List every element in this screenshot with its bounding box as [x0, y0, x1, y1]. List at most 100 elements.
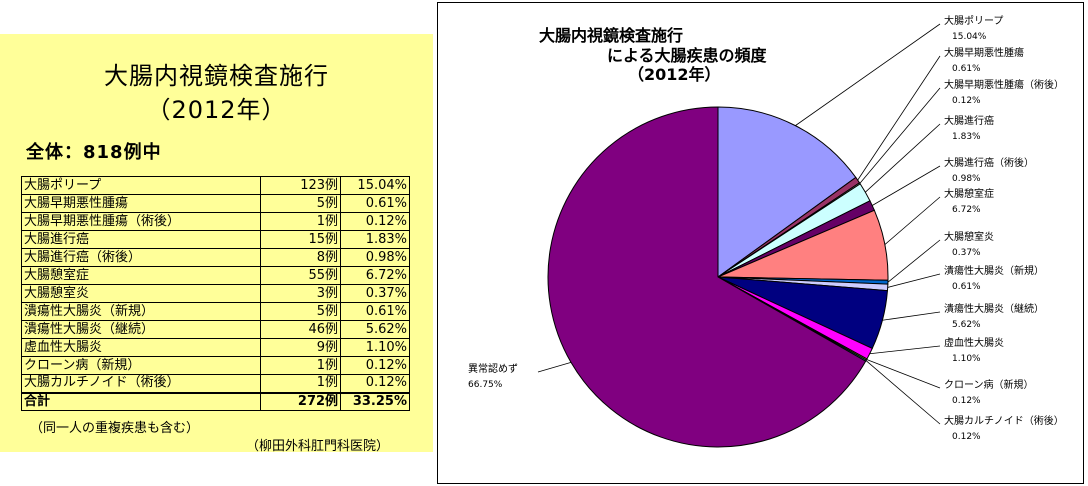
slice-percent: 0.98%	[952, 174, 981, 184]
leader-line	[857, 55, 941, 181]
slice-label: 潰瘍性大腸炎（継続）	[944, 302, 1044, 315]
leader-line	[865, 123, 941, 193]
summary-panel: 大腸内視鏡検査施行 （2012年） 全体：818例中 大腸ポリープ 123例 15.…	[0, 34, 433, 454]
slice-label: 大腸進行癌	[944, 114, 994, 127]
slice-percent: 1.83%	[952, 132, 981, 142]
disease-name: 合計	[20, 391, 261, 411]
table-row: 大腸進行癌（術後） 8例 0.98%	[20, 248, 410, 267]
case-count: 1例	[260, 212, 341, 231]
leader-line	[884, 196, 941, 245]
case-count: 5例	[260, 194, 341, 213]
case-percent: 15.04%	[340, 176, 410, 195]
total-cases: 全体：818例中	[26, 142, 162, 163]
disease-name: 大腸ポリープ	[20, 176, 261, 195]
chart-title-line2: による大腸疾患の頻度	[607, 46, 767, 65]
pie-slice	[547, 106, 867, 448]
slice-label: 大腸憩室症	[944, 187, 994, 200]
slice-percent: 0.12%	[952, 396, 981, 406]
source-clinic: （柳田外科肛門科医院）	[246, 439, 390, 454]
slice-percent: 0.61%	[952, 282, 981, 292]
case-count: 123例	[260, 176, 341, 195]
table-row: 大腸カルチノイド（術後） 1例 0.12%	[20, 374, 410, 393]
table-row: 大腸ポリープ 123例 15.04%	[20, 176, 410, 195]
case-count: 55例	[260, 266, 341, 285]
disease-name: 潰瘍性大腸炎（継続）	[20, 320, 261, 339]
table-row: 虚血性大腸炎 9例 1.10%	[20, 338, 410, 357]
disease-table: 大腸ポリープ 123例 15.04% 大腸早期悪性腫瘍 5例 0.61% 大腸早期悪性腫瘍（…	[20, 176, 410, 411]
slice-percent: 1.10%	[952, 354, 981, 364]
table-row: クローン病（新規） 1例 0.12%	[20, 356, 410, 375]
slice-label: 大腸早期悪性腫瘍（術後）	[944, 78, 1064, 91]
table-row: 潰瘍性大腸炎（新規） 5例 0.61%	[20, 302, 410, 321]
leader-line	[869, 345, 941, 355]
leader-line	[859, 87, 941, 184]
case-percent: 0.12%	[340, 374, 410, 393]
case-percent: 0.37%	[340, 284, 410, 303]
case-percent: 5.62%	[340, 320, 410, 339]
slice-label: 潰瘍性大腸炎（新規）	[944, 264, 1044, 277]
slice-percent: 0.12%	[952, 432, 981, 442]
slice-percent: 5.62%	[952, 320, 981, 330]
disease-name: 大腸憩室症	[20, 266, 261, 285]
table-row: 大腸進行癌 15例 1.83%	[20, 230, 410, 249]
chart-title-line1: 大腸内視鏡検査施行	[539, 26, 684, 45]
case-percent: 1.83%	[340, 230, 410, 249]
case-percent: 0.61%	[340, 302, 410, 321]
summary-title: 大腸内視鏡検査施行	[104, 62, 329, 90]
leader-line	[887, 239, 941, 283]
slice-label: 異常認めず	[468, 362, 518, 375]
table-row: 大腸早期悪性腫瘍 5例 0.61%	[20, 194, 410, 213]
slice-percent: 6.72%	[952, 205, 981, 215]
disease-name: 大腸進行癌（術後）	[20, 248, 261, 267]
case-count: 8例	[260, 248, 341, 267]
slice-label: 虚血性大腸炎	[944, 336, 1004, 349]
table-total-row: 合計 272例 33.25%	[20, 391, 410, 411]
slice-percent: 0.12%	[952, 96, 981, 106]
leader-line	[872, 165, 941, 206]
case-count: 1例	[260, 356, 341, 375]
slice-percent: 15.04%	[952, 32, 987, 42]
disease-name: 大腸憩室炎	[20, 284, 261, 303]
disease-name: 大腸カルチノイド（術後）	[20, 374, 261, 393]
chart-title-line3: （2012年）	[628, 65, 721, 84]
case-percent: 0.98%	[340, 248, 410, 267]
table-row: 潰瘍性大腸炎（継続） 46例 5.62%	[20, 320, 410, 339]
slice-percent: 66.75%	[468, 380, 503, 390]
leader-line	[537, 362, 572, 373]
table-row: 大腸憩室炎 3例 0.37%	[20, 284, 410, 303]
slice-percent: 0.37%	[952, 248, 981, 258]
case-count: 272例	[260, 391, 341, 411]
disease-name: 大腸早期悪性腫瘍（術後）	[20, 212, 261, 231]
slice-percent: 0.61%	[952, 64, 981, 74]
disease-name: 大腸早期悪性腫瘍	[20, 194, 261, 213]
case-percent: 1.10%	[340, 338, 410, 357]
case-count: 46例	[260, 320, 341, 339]
case-percent: 0.12%	[340, 356, 410, 375]
case-count: 1例	[260, 374, 341, 393]
disease-name: 大腸進行癌	[20, 230, 261, 249]
case-percent: 33.25%	[340, 391, 410, 411]
case-percent: 0.61%	[340, 194, 410, 213]
slice-label: 大腸進行癌（術後）	[944, 156, 1034, 169]
case-percent: 0.12%	[340, 212, 410, 231]
leader-line	[865, 360, 941, 425]
chart-frame	[437, 2, 1084, 484]
slice-label: 大腸ポリープ	[944, 14, 1003, 27]
leader-line	[887, 273, 941, 288]
slice-label: 大腸カルチノイド（術後）	[944, 414, 1064, 427]
disease-name: 虚血性大腸炎	[20, 338, 261, 357]
disease-name: クローン病（新規）	[20, 356, 261, 375]
slice-label: 大腸早期悪性腫瘍	[944, 46, 1024, 59]
case-count: 15例	[260, 230, 341, 249]
case-count: 5例	[260, 302, 341, 321]
case-count: 3例	[260, 284, 341, 303]
slice-label: クローン病（新規）	[944, 378, 1034, 391]
summary-year: （2012年）	[146, 96, 287, 124]
duplicate-note: （同一人の重複疾患も含む）	[30, 421, 200, 436]
case-percent: 6.72%	[340, 266, 410, 285]
case-count: 9例	[260, 338, 341, 357]
leader-line	[866, 359, 941, 389]
leader-line	[795, 23, 941, 126]
disease-name: 潰瘍性大腸炎（新規）	[20, 302, 261, 321]
